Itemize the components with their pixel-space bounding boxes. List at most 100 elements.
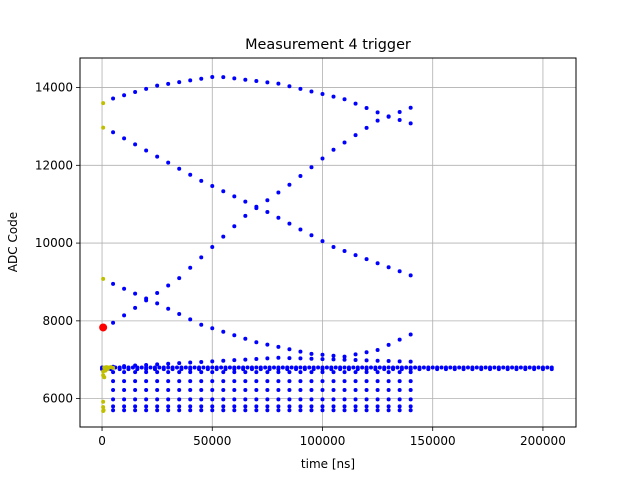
data-point xyxy=(298,388,303,393)
x-tick-label: 0 xyxy=(98,434,106,448)
data-point xyxy=(298,174,303,179)
data-point xyxy=(351,365,356,370)
data-point xyxy=(331,147,336,152)
data-point xyxy=(155,379,160,384)
x-tick-label: 50000 xyxy=(193,434,231,448)
data-point xyxy=(188,317,193,322)
data-point xyxy=(221,75,226,80)
data-point xyxy=(382,367,387,372)
data-point xyxy=(353,408,358,413)
data-point xyxy=(386,342,391,347)
data-point xyxy=(386,114,391,119)
data-point xyxy=(408,408,413,413)
data-point xyxy=(408,273,413,278)
x-tick-label: 200000 xyxy=(520,434,566,448)
data-point xyxy=(364,350,369,355)
data-point xyxy=(408,388,413,393)
data-point xyxy=(287,347,292,352)
data-point xyxy=(254,408,259,413)
data-point xyxy=(397,118,402,123)
data-point xyxy=(221,408,226,413)
data-point xyxy=(353,101,358,106)
data-point xyxy=(353,397,358,402)
data-point xyxy=(263,365,268,370)
data-point xyxy=(205,367,210,372)
data-point xyxy=(177,408,182,413)
data-point xyxy=(155,154,160,159)
data-point xyxy=(386,408,391,413)
grid-lines xyxy=(80,58,576,427)
data-point xyxy=(111,379,116,384)
data-point xyxy=(386,359,391,364)
data-point xyxy=(488,367,493,372)
data-point xyxy=(331,94,336,99)
data-point xyxy=(289,365,294,370)
data-point xyxy=(391,367,396,372)
data-point xyxy=(265,209,270,214)
data-point xyxy=(111,388,116,393)
data-point xyxy=(174,365,179,370)
data-point xyxy=(177,404,182,409)
data-point xyxy=(298,365,303,370)
data-point xyxy=(166,397,171,402)
data-point xyxy=(316,365,321,370)
data-point xyxy=(298,370,303,375)
data-point xyxy=(126,367,131,372)
data-point xyxy=(276,367,281,372)
data-point xyxy=(111,96,116,101)
data-point xyxy=(276,81,281,86)
data-point xyxy=(397,397,402,402)
data-point xyxy=(122,313,127,318)
data-point xyxy=(309,408,314,413)
data-point xyxy=(122,370,127,375)
data-point xyxy=(144,86,149,91)
data-point xyxy=(221,404,226,409)
data-point xyxy=(329,367,334,372)
data-point xyxy=(287,370,292,375)
data-point xyxy=(479,367,484,372)
data-point xyxy=(166,283,171,288)
data-point xyxy=(375,388,380,393)
data-point xyxy=(408,404,413,409)
data-point xyxy=(294,367,299,372)
data-point xyxy=(510,365,515,370)
data-point xyxy=(177,276,182,281)
data-point xyxy=(309,379,314,384)
data-point xyxy=(474,365,479,370)
data-point xyxy=(265,397,270,402)
data-point xyxy=(254,379,259,384)
data-point xyxy=(101,125,106,130)
data-point xyxy=(188,408,193,413)
data-point xyxy=(375,261,380,266)
data-point xyxy=(331,388,336,393)
data-point xyxy=(309,388,314,393)
data-point xyxy=(397,269,402,274)
data-point xyxy=(364,397,369,402)
data-point xyxy=(408,370,413,375)
data-point xyxy=(333,365,338,370)
data-point xyxy=(210,388,215,393)
data-point xyxy=(133,388,138,393)
data-point xyxy=(210,379,215,384)
data-point xyxy=(199,255,204,260)
data-point xyxy=(111,320,116,325)
data-point xyxy=(139,365,144,370)
data-point xyxy=(395,365,400,370)
data-point xyxy=(364,367,369,372)
data-point xyxy=(386,265,391,270)
data-point xyxy=(287,404,292,409)
data-point xyxy=(470,367,475,372)
data-point xyxy=(144,370,149,375)
data-point xyxy=(320,370,325,375)
data-point xyxy=(320,367,325,372)
data-point xyxy=(397,379,402,384)
data-point xyxy=(221,388,226,393)
axis-ticks: 0 50000 100000 150000 200000 6000 8000 10000 120… xyxy=(35,81,566,448)
data-point xyxy=(342,97,347,102)
data-point xyxy=(188,404,193,409)
data-point xyxy=(111,404,116,409)
data-point xyxy=(320,404,325,409)
data-point xyxy=(166,361,171,366)
data-point xyxy=(144,379,149,384)
data-point xyxy=(353,352,358,357)
